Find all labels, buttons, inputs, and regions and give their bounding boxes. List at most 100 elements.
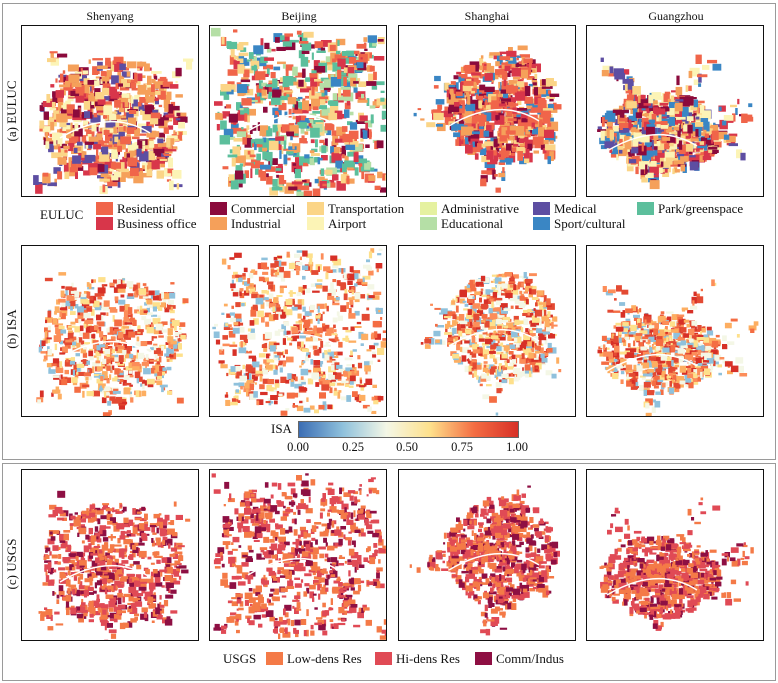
map-patch — [525, 328, 529, 333]
map-patch — [362, 277, 365, 283]
map-patch — [347, 121, 353, 126]
map-patch — [153, 81, 161, 89]
map-patch — [119, 305, 125, 312]
map-patch — [653, 127, 657, 136]
map-patch — [334, 54, 346, 61]
map-patch — [146, 327, 154, 334]
map-patch — [144, 105, 154, 115]
map-patch — [126, 127, 137, 134]
map-patch — [68, 95, 75, 98]
map-patch — [97, 65, 108, 70]
map-patch — [367, 406, 372, 412]
map-patch — [292, 77, 297, 83]
map-patch — [275, 365, 278, 371]
map-patch — [77, 371, 86, 376]
map-patch — [283, 321, 290, 326]
map-patch — [84, 320, 91, 324]
map-patch — [666, 135, 676, 143]
map-patch — [276, 174, 279, 178]
map-patch — [67, 325, 76, 328]
map-patch — [342, 51, 350, 56]
map-patch — [101, 284, 108, 287]
map-patch — [665, 127, 673, 133]
map-patch — [498, 65, 503, 69]
map-patch — [499, 159, 507, 163]
map-patch — [115, 121, 120, 128]
map-patch — [126, 61, 137, 69]
map-patch — [466, 284, 470, 288]
map-patch — [238, 182, 243, 188]
map-patch — [75, 171, 78, 179]
map-patch — [220, 364, 228, 369]
map-patch — [70, 290, 78, 294]
map-patch — [718, 106, 722, 111]
map-patch — [299, 138, 307, 144]
map-patch — [454, 88, 457, 94]
map-patch — [610, 137, 613, 144]
map-patch — [230, 283, 236, 289]
map-patch — [101, 76, 110, 82]
map-patch — [61, 285, 65, 289]
map-patch — [296, 392, 301, 397]
map-patch — [229, 257, 235, 260]
map-patch — [507, 366, 514, 370]
map-patch — [165, 342, 170, 345]
map-patch — [302, 265, 309, 271]
map-patch — [693, 99, 698, 108]
map-patch — [506, 143, 512, 151]
map-patch — [302, 275, 306, 280]
map-patch — [76, 342, 81, 350]
map-patch — [128, 79, 131, 83]
map-patch — [448, 337, 456, 342]
map-patch — [55, 386, 60, 394]
map-patch — [366, 98, 370, 106]
map-patch — [536, 328, 543, 333]
map-patch — [367, 284, 375, 290]
map-patch — [353, 379, 356, 385]
map-patch — [468, 355, 472, 361]
map-patch — [294, 168, 301, 179]
map-patch — [116, 62, 121, 71]
map-patch — [355, 78, 361, 84]
map-patch — [314, 178, 322, 184]
map-patch — [358, 331, 364, 339]
map-patch — [321, 115, 331, 121]
map-patch — [71, 341, 77, 346]
map-patch — [694, 100, 705, 104]
map-patch — [321, 107, 330, 118]
map-patch — [372, 43, 377, 47]
map-patch — [481, 373, 487, 379]
map-patch — [322, 311, 325, 315]
map-patch — [360, 138, 364, 142]
map-patch — [110, 368, 113, 373]
map-patch — [302, 360, 306, 364]
map-patch — [493, 330, 498, 336]
map-patch — [88, 326, 91, 330]
map-patch — [251, 56, 257, 64]
map-patch — [516, 136, 521, 143]
map-patch — [470, 90, 475, 94]
map-patch — [264, 332, 272, 339]
map-patch — [460, 96, 472, 100]
map-patch — [637, 309, 640, 314]
map-patch — [486, 91, 493, 97]
map-patch — [97, 131, 103, 135]
map-patch — [631, 127, 635, 138]
map-patch — [291, 181, 303, 185]
map-patch — [326, 62, 336, 66]
map-patch — [508, 356, 514, 360]
map-patch — [276, 131, 279, 136]
map-patch — [72, 295, 78, 301]
map-patch — [57, 171, 63, 180]
map-patch — [73, 365, 78, 369]
map-patch — [547, 156, 551, 165]
map-patch — [298, 79, 304, 87]
map-patch — [52, 91, 57, 97]
map-patch — [364, 365, 371, 372]
map-patch — [41, 340, 46, 346]
map-patch — [137, 84, 147, 95]
map-patch — [597, 129, 607, 132]
map-patch — [169, 109, 181, 120]
map-patch — [294, 101, 299, 110]
map-patch — [243, 162, 254, 166]
